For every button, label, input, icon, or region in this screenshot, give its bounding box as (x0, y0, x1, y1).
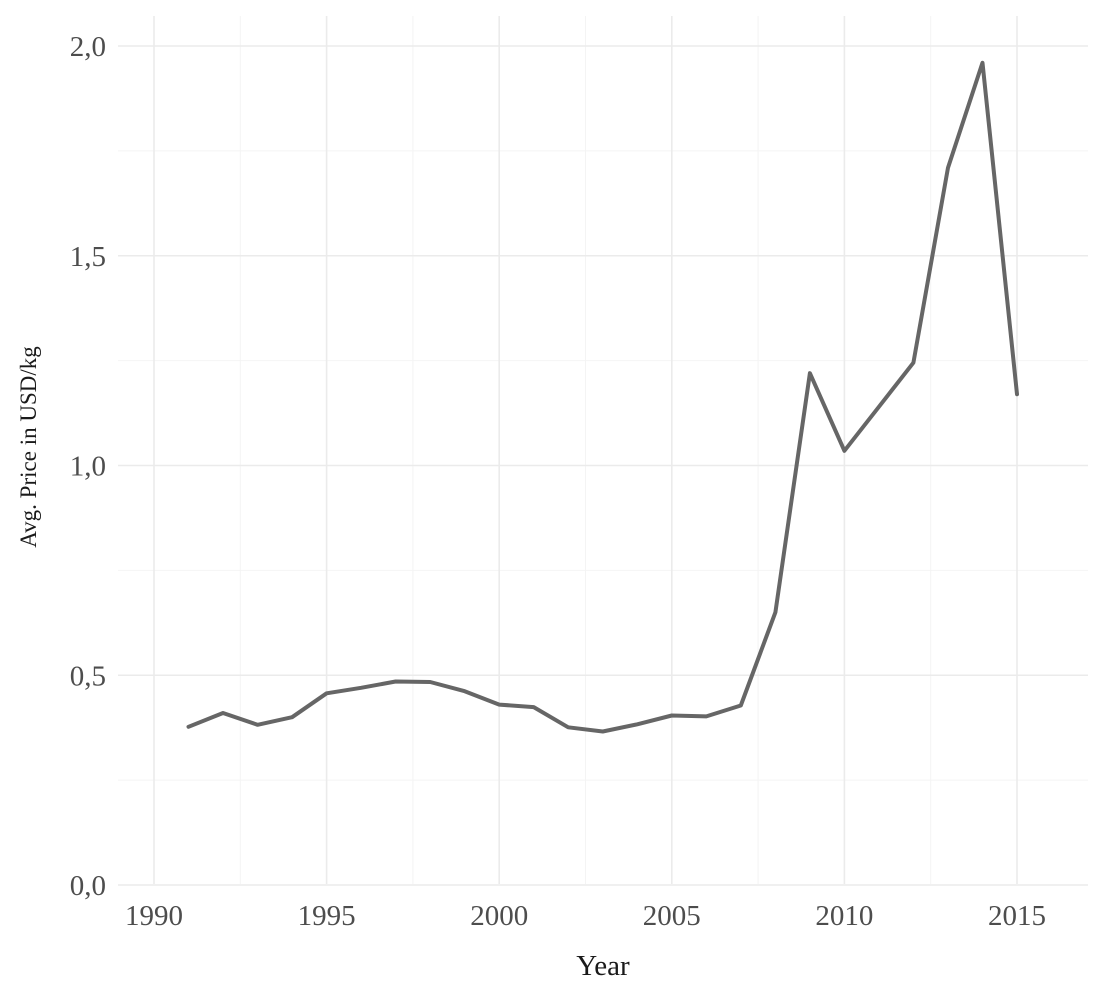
x-tick-label: 2010 (815, 900, 873, 932)
x-axis-title: Year (576, 950, 630, 982)
y-tick-label: 0,0 (70, 870, 106, 902)
y-tick-label: 1,0 (70, 451, 106, 483)
y-tick-label: 0,5 (70, 660, 106, 692)
x-tick-label: 2005 (643, 900, 701, 932)
x-tick-label: 1995 (298, 900, 356, 932)
y-axis-ticks: 0,0 0,5 1,0 1,5 2,0 (70, 31, 106, 902)
y-axis-title: Avg. Price in USD/kg (16, 346, 41, 548)
price-series-line (186, 60, 1019, 734)
x-tick-label: 1990 (125, 900, 183, 932)
x-tick-label: 2015 (988, 900, 1046, 932)
y-tick-label: 2,0 (70, 31, 106, 63)
y-tick-label: 1,5 (70, 241, 106, 273)
series-layer (186, 60, 1019, 734)
x-axis-ticks: 1990 1995 2000 2005 2010 2015 (125, 900, 1046, 932)
x-tick-label: 2000 (470, 900, 528, 932)
grid (118, 16, 1088, 886)
